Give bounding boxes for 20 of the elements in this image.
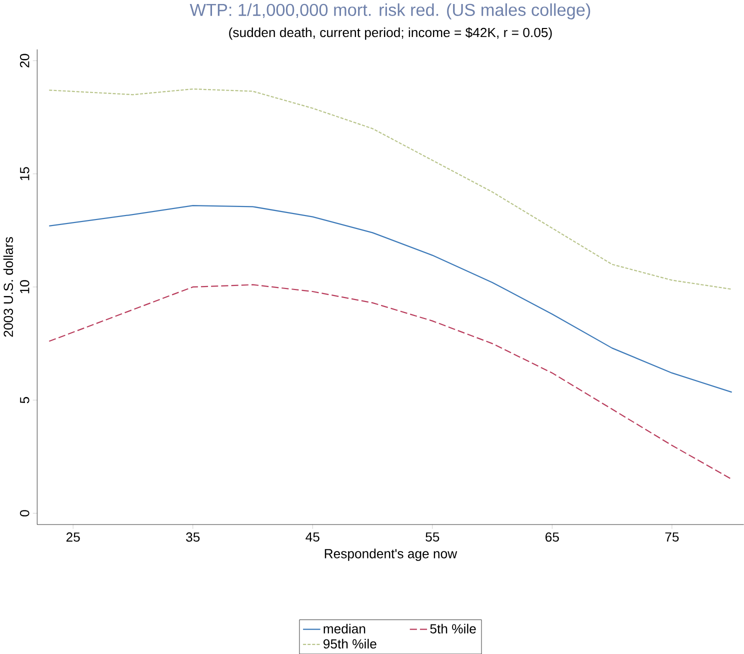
legend-label: median xyxy=(324,624,366,634)
line-series xyxy=(48,204,732,393)
chart-subtitle: (sudden death, current period; income = $42K, r = 0.05) xyxy=(229,27,552,40)
y-tick-label: 0 xyxy=(20,510,30,516)
y-tick-label: 15 xyxy=(20,167,30,180)
x-tick-label: 45 xyxy=(306,532,320,542)
legend-label: 95th %ile xyxy=(324,638,376,648)
x-tick-label: 75 xyxy=(665,532,679,542)
y-tick-label: 10 xyxy=(20,280,30,294)
y-axis-title: 2003 U.S. dollars xyxy=(3,236,14,337)
chart-title: WTP: 1/1,000,000 mort. risk red. (US males college) xyxy=(190,3,590,20)
x-tick-label: 35 xyxy=(186,532,200,542)
x-tick-label: 25 xyxy=(66,532,80,542)
x-tick-label: 55 xyxy=(426,532,440,542)
y-tick-label: 20 xyxy=(20,54,30,68)
x-tick-label: 65 xyxy=(546,532,559,542)
x-axis-title: Respondent's age now xyxy=(324,548,458,561)
line-series xyxy=(48,284,732,480)
legend-label: 5th %ile xyxy=(430,624,476,634)
y-tick-label: 5 xyxy=(20,396,30,404)
